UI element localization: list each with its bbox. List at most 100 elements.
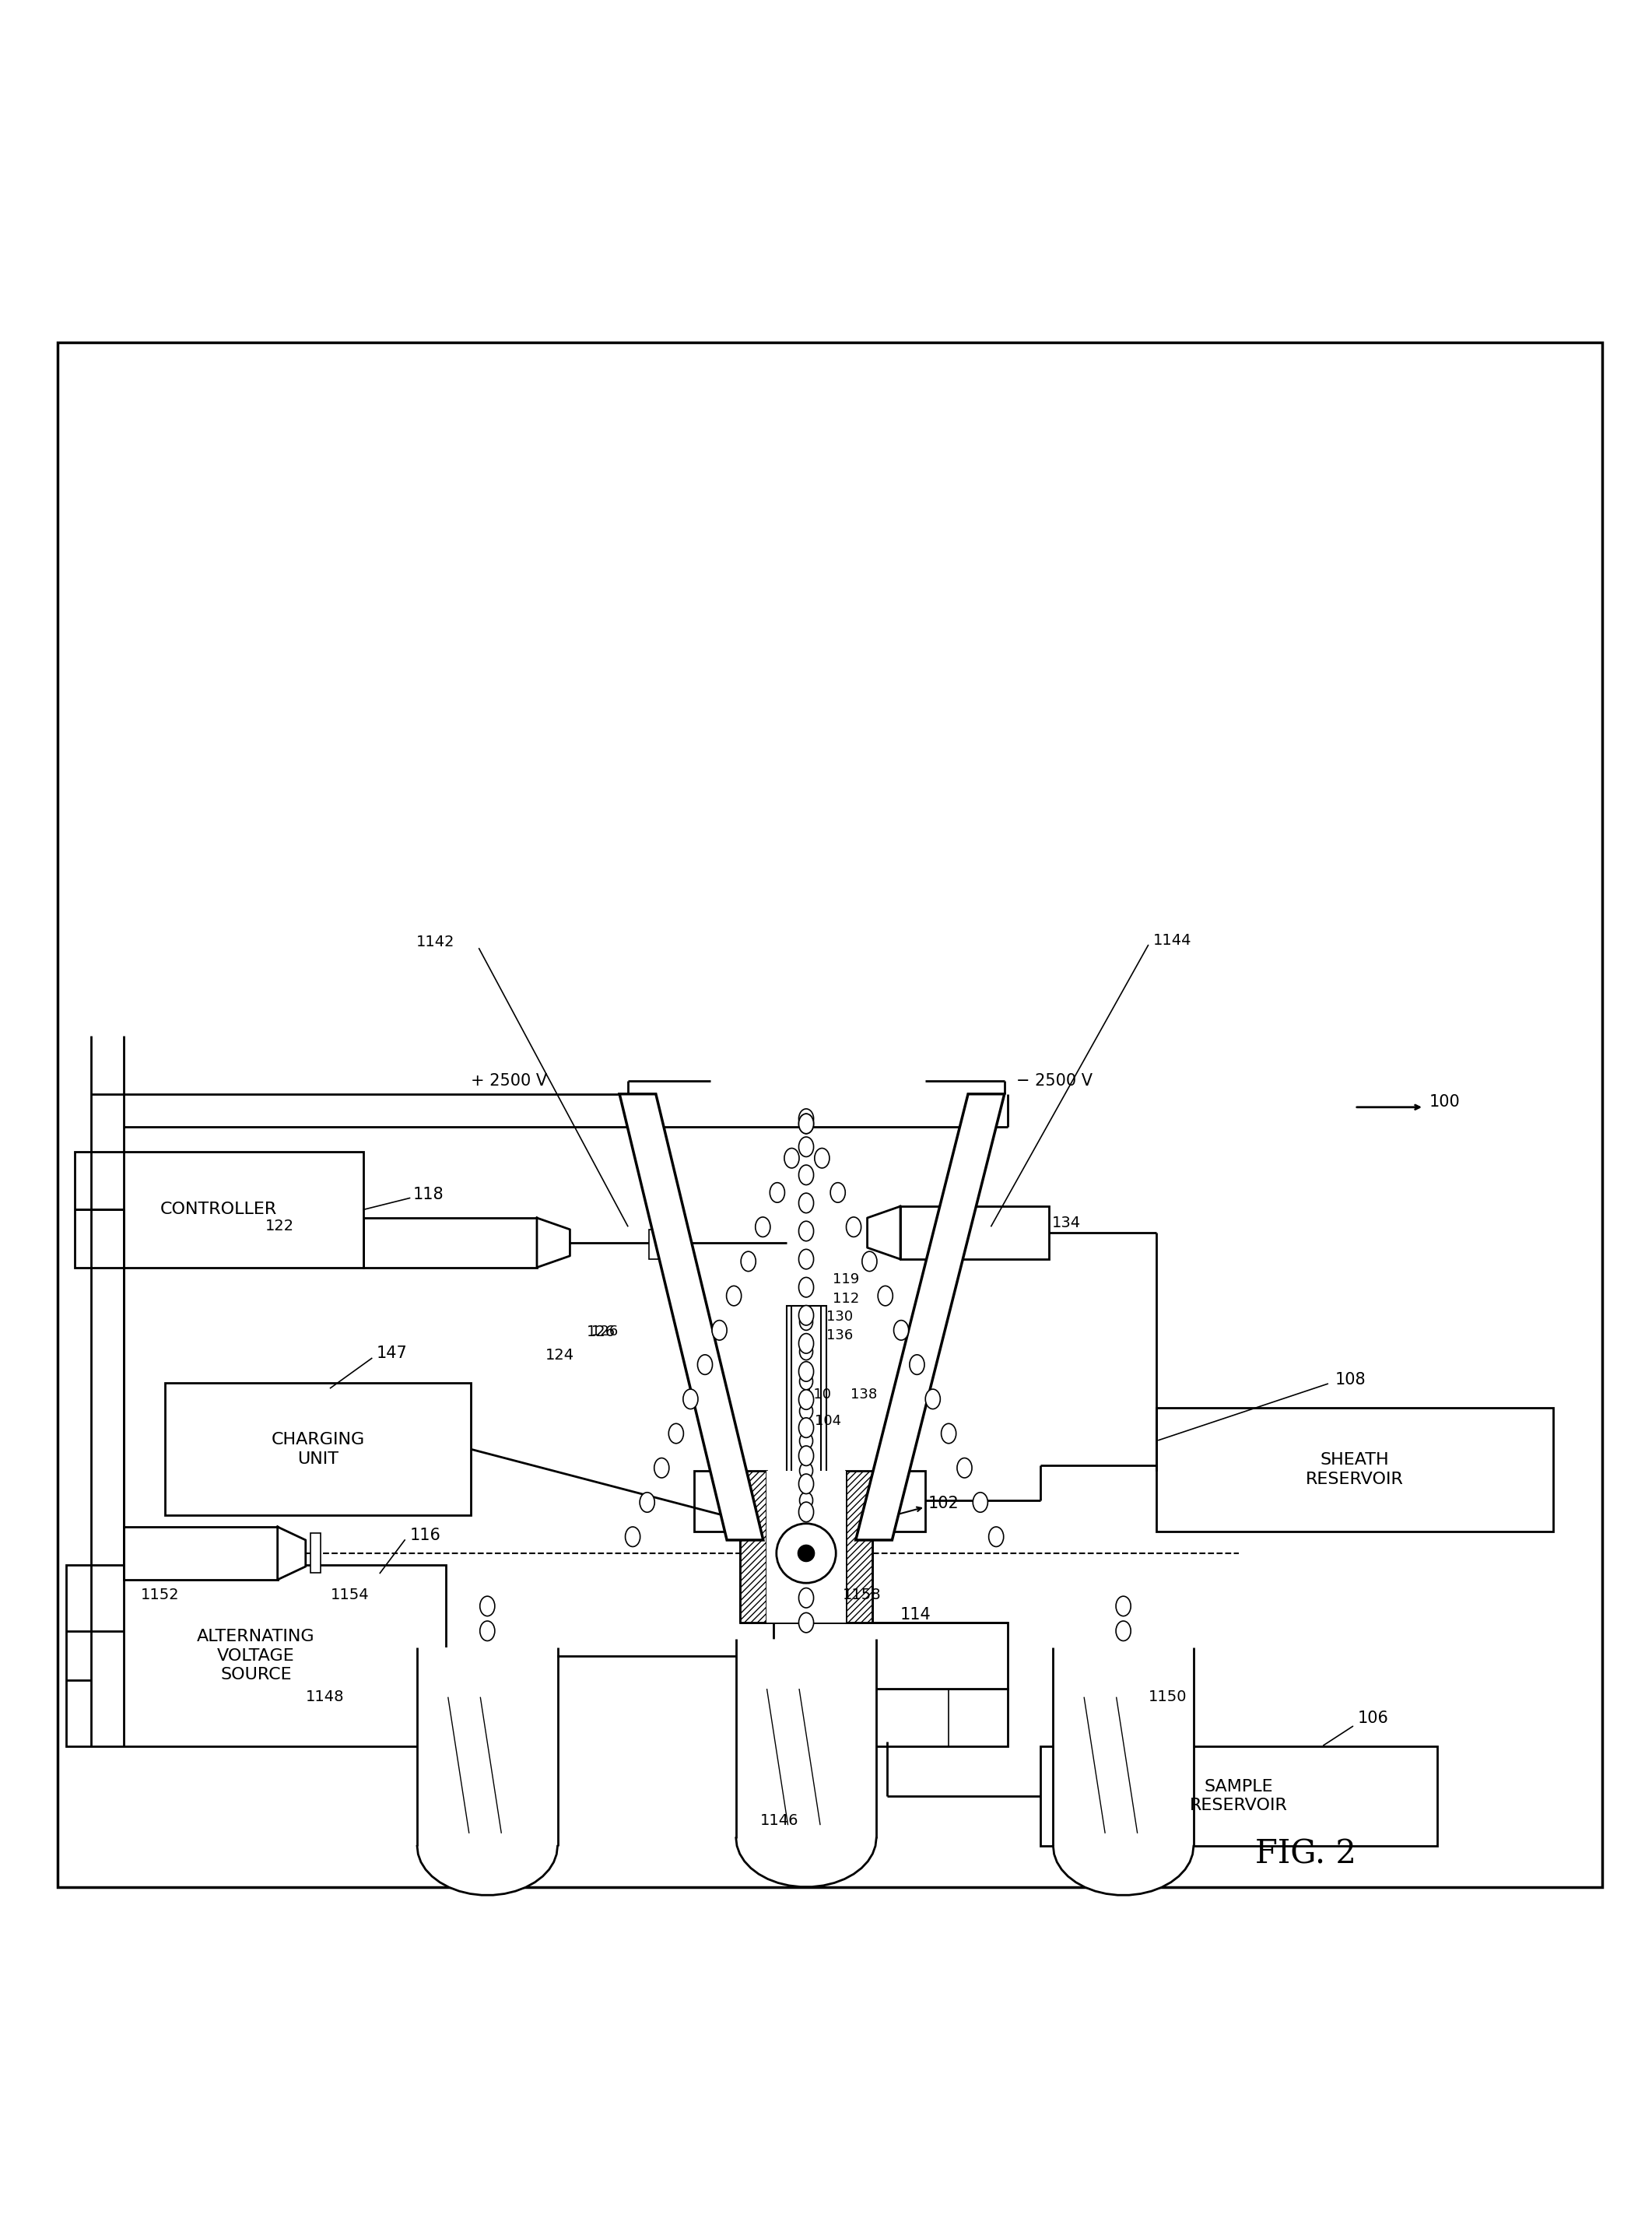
Text: 119: 119	[833, 1273, 859, 1286]
Ellipse shape	[800, 1113, 813, 1133]
Ellipse shape	[800, 1313, 813, 1330]
Ellipse shape	[800, 1461, 813, 1479]
Ellipse shape	[742, 1250, 757, 1270]
Polygon shape	[620, 1095, 763, 1539]
Ellipse shape	[800, 1108, 813, 1128]
Bar	[311, 1532, 320, 1572]
Ellipse shape	[684, 1388, 697, 1408]
Text: 1146: 1146	[760, 1815, 798, 1828]
Ellipse shape	[988, 1526, 1003, 1546]
Bar	[649, 1230, 661, 1259]
Ellipse shape	[727, 1286, 742, 1306]
Ellipse shape	[800, 1373, 813, 1390]
Text: 126: 126	[591, 1326, 618, 1339]
Ellipse shape	[800, 1306, 813, 1326]
Polygon shape	[278, 1526, 306, 1579]
Ellipse shape	[479, 1621, 496, 1641]
Text: 108: 108	[1335, 1373, 1366, 1388]
Text: 147: 147	[377, 1346, 408, 1361]
Text: 1148: 1148	[306, 1690, 344, 1704]
Bar	[124, 1526, 278, 1579]
Polygon shape	[846, 1470, 872, 1624]
Text: CONTROLLER: CONTROLLER	[160, 1202, 278, 1217]
Ellipse shape	[800, 1113, 813, 1133]
Ellipse shape	[1117, 1597, 1132, 1617]
Text: SAMPLE
RESERVOIR: SAMPLE RESERVOIR	[1189, 1779, 1289, 1815]
Text: ALTERNATING
VOLTAGE
SOURCE: ALTERNATING VOLTAGE SOURCE	[197, 1628, 316, 1684]
Bar	[363, 1217, 537, 1268]
Ellipse shape	[800, 1137, 813, 1157]
Text: 1142: 1142	[416, 935, 454, 948]
Text: 102: 102	[928, 1497, 960, 1513]
Text: 112: 112	[833, 1293, 859, 1306]
Ellipse shape	[877, 1286, 892, 1306]
Text: 126: 126	[586, 1324, 615, 1339]
Text: 122: 122	[266, 1219, 294, 1233]
Polygon shape	[1054, 1648, 1193, 1895]
Ellipse shape	[973, 1493, 988, 1513]
Ellipse shape	[894, 1319, 909, 1339]
Text: 138: 138	[851, 1388, 877, 1401]
Text: 1144: 1144	[1153, 933, 1191, 948]
Bar	[767, 1470, 846, 1624]
Text: 116: 116	[410, 1528, 441, 1544]
Bar	[66, 1566, 446, 1746]
Bar	[773, 1624, 1008, 1688]
Polygon shape	[856, 1095, 1004, 1539]
Ellipse shape	[862, 1250, 877, 1270]
Ellipse shape	[846, 1217, 861, 1237]
Ellipse shape	[800, 1222, 813, 1242]
Text: FIG. 2: FIG. 2	[1256, 1837, 1356, 1870]
Ellipse shape	[697, 1355, 712, 1375]
Bar	[74, 1153, 363, 1268]
Ellipse shape	[800, 1446, 813, 1466]
Circle shape	[776, 1524, 836, 1584]
Polygon shape	[740, 1470, 767, 1624]
Ellipse shape	[957, 1457, 971, 1477]
Bar	[786, 1306, 826, 1532]
Ellipse shape	[639, 1493, 654, 1513]
Polygon shape	[737, 1639, 876, 1888]
Text: 114: 114	[900, 1606, 932, 1621]
Bar	[900, 1206, 1049, 1259]
Text: 1152: 1152	[140, 1588, 178, 1601]
Text: 106: 106	[1358, 1710, 1389, 1726]
Bar	[165, 1384, 471, 1515]
Ellipse shape	[910, 1355, 925, 1375]
Ellipse shape	[755, 1217, 770, 1237]
Ellipse shape	[800, 1361, 813, 1381]
Ellipse shape	[831, 1182, 846, 1202]
Text: 124: 124	[545, 1348, 573, 1361]
Ellipse shape	[1117, 1621, 1132, 1641]
Ellipse shape	[800, 1433, 813, 1448]
Ellipse shape	[770, 1182, 785, 1202]
Ellipse shape	[800, 1501, 813, 1521]
Ellipse shape	[800, 1333, 813, 1353]
Ellipse shape	[800, 1530, 813, 1550]
Circle shape	[798, 1546, 814, 1561]
Ellipse shape	[814, 1148, 829, 1168]
Polygon shape	[416, 1648, 557, 1895]
Ellipse shape	[479, 1597, 496, 1617]
Text: CHARGING
UNIT: CHARGING UNIT	[271, 1433, 365, 1466]
Bar	[773, 1688, 1008, 1746]
Bar	[1041, 1746, 1437, 1846]
Bar	[1156, 1408, 1553, 1532]
Text: 1154: 1154	[330, 1588, 368, 1601]
Text: 118: 118	[413, 1186, 444, 1202]
Ellipse shape	[800, 1193, 813, 1213]
Ellipse shape	[942, 1424, 957, 1444]
Text: SHEATH
RESERVOIR: SHEATH RESERVOIR	[1305, 1453, 1404, 1488]
Bar	[872, 1470, 925, 1532]
Text: 100: 100	[1429, 1095, 1460, 1110]
Ellipse shape	[800, 1344, 813, 1359]
Ellipse shape	[800, 1475, 813, 1495]
Ellipse shape	[800, 1564, 813, 1584]
Ellipse shape	[800, 1417, 813, 1437]
Ellipse shape	[800, 1390, 813, 1410]
Ellipse shape	[925, 1388, 940, 1408]
Text: + 2500 V: + 2500 V	[471, 1073, 547, 1088]
Ellipse shape	[800, 1166, 813, 1184]
Bar	[694, 1470, 740, 1532]
Text: − 2500 V: − 2500 V	[1016, 1073, 1092, 1088]
